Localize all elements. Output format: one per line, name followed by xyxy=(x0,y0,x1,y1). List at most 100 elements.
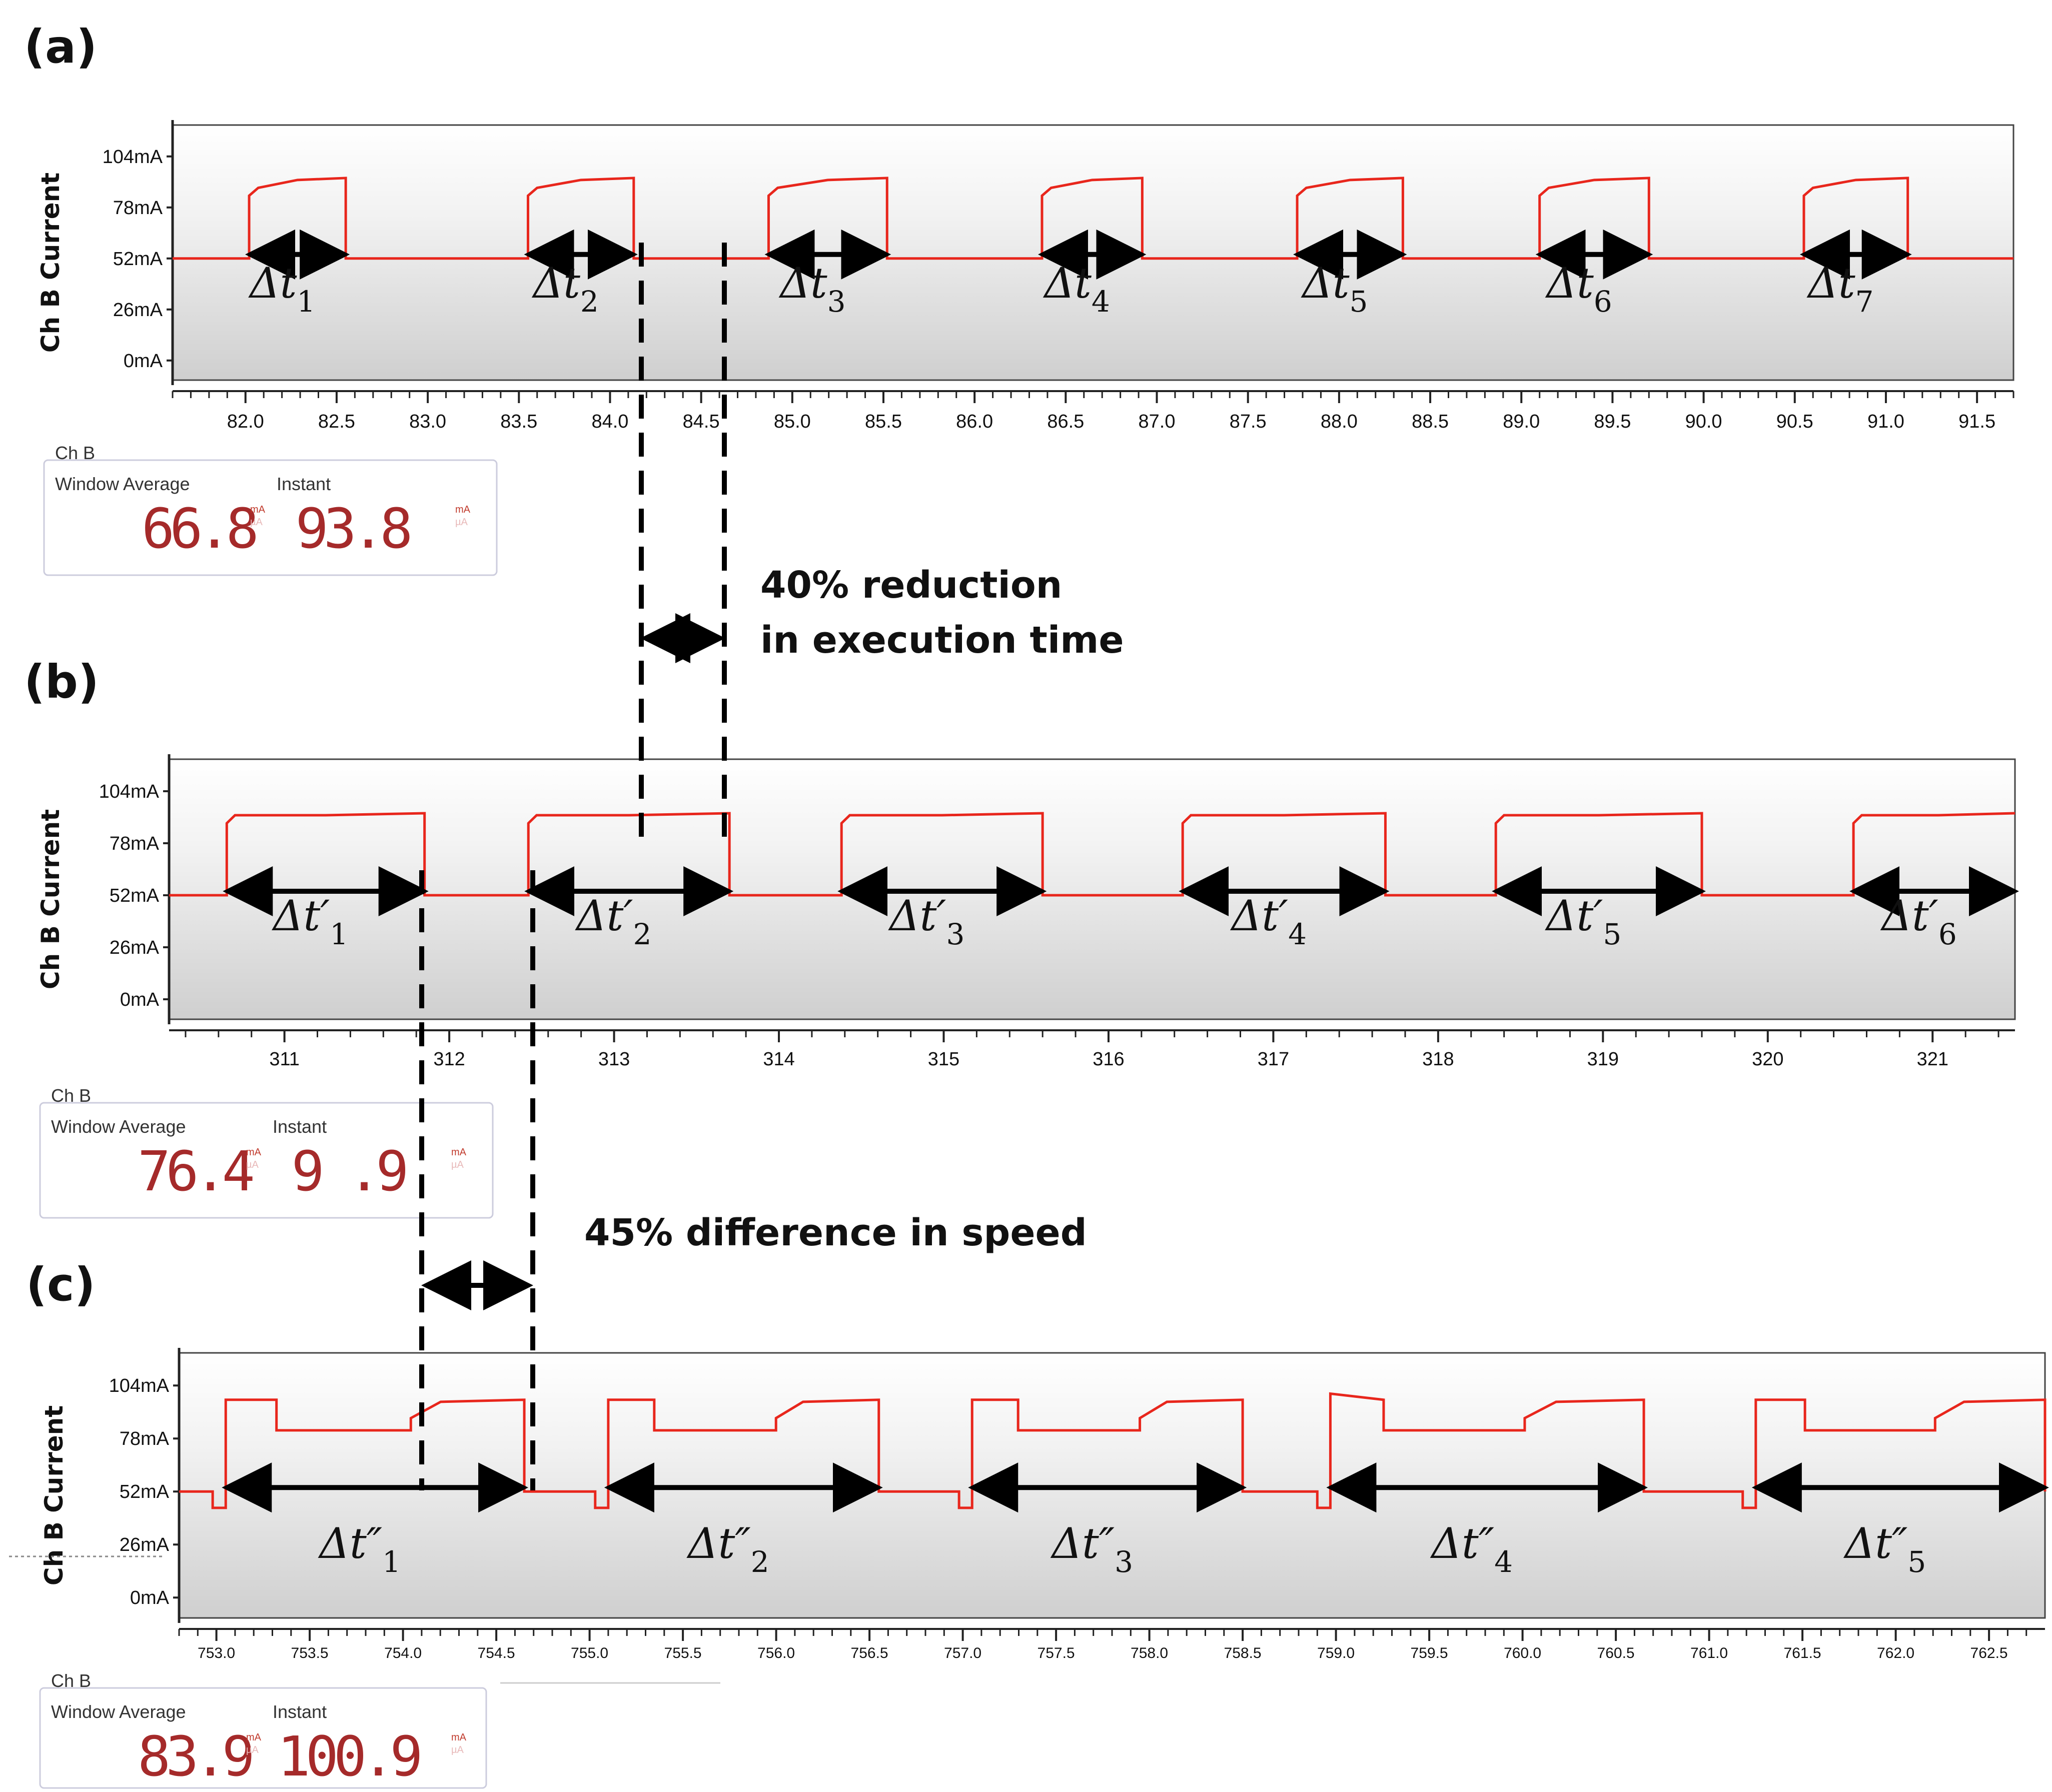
x-tick-label: 321 xyxy=(1917,1049,1948,1070)
duration-label: Δt″5 xyxy=(1843,1519,1926,1579)
y-axis-title: Ch B Current xyxy=(40,1405,69,1585)
y-tick-label: 26mA xyxy=(113,300,163,321)
x-tick-label: 761.0 xyxy=(1690,1645,1728,1661)
x-tick-label: 87.0 xyxy=(1139,411,1176,432)
x-tick-label: 313 xyxy=(598,1049,630,1070)
x-tick-label: 83.0 xyxy=(409,411,446,432)
x-tick-label: 88.0 xyxy=(1321,411,1358,432)
x-tick-label: 87.5 xyxy=(1230,411,1267,432)
meter-avg-label: Window Average xyxy=(51,1701,186,1722)
duration-label-index: 5 xyxy=(1603,917,1621,951)
panel-a-letter: (a) xyxy=(24,20,97,74)
reduction-text-line1: 40% reduction xyxy=(760,564,1062,607)
duration-label: Δt3 xyxy=(778,259,845,319)
y-tick-label: 0mA xyxy=(120,989,160,1010)
x-tick-label: 83.5 xyxy=(500,411,537,432)
x-tick-label: 84.5 xyxy=(683,411,720,432)
current-trace xyxy=(179,1392,2046,1509)
duration-label-index: 3 xyxy=(946,917,964,951)
duration-label-symbol: Δt xyxy=(1043,259,1092,308)
meter-inst-unit: mA xyxy=(455,504,471,515)
meter-inst-unit: mA xyxy=(451,1147,467,1158)
duration-label-index: 2 xyxy=(633,917,652,951)
meter-avg-label: Window Average xyxy=(55,474,190,494)
x-tick-label: 762.0 xyxy=(1877,1645,1914,1661)
meter-inst-value: 9 .9 xyxy=(292,1139,406,1203)
meter-avg-unit-faint: µA xyxy=(246,1159,259,1170)
duration-label-index: 3 xyxy=(1115,1545,1133,1579)
meter-avg-unit: mA xyxy=(250,504,266,515)
duration-label-symbol: Δt″ xyxy=(686,1519,751,1568)
x-tick-label: 319 xyxy=(1587,1049,1619,1070)
x-tick-label: 311 xyxy=(269,1049,300,1070)
x-tick-label: 315 xyxy=(928,1049,959,1070)
x-tick-label: 756.5 xyxy=(851,1645,888,1661)
x-tick-label: 314 xyxy=(763,1049,794,1070)
speed-difference-text: 45% difference in speed xyxy=(584,1211,1087,1254)
x-tick-label: 85.5 xyxy=(865,411,902,432)
duration-label-symbol: Δt xyxy=(1545,259,1594,308)
duration-label-symbol: Δt xyxy=(248,259,297,308)
x-tick-label: 756.0 xyxy=(757,1645,795,1661)
meter-inst-unit: mA xyxy=(451,1732,467,1743)
x-tick-label: 86.5 xyxy=(1047,411,1084,432)
x-tick-label: 759.5 xyxy=(1411,1645,1448,1661)
duration-label-index: 4 xyxy=(1092,285,1110,319)
duration-label: Δt′2 xyxy=(575,891,651,951)
duration-label-index: 1 xyxy=(382,1545,401,1579)
meter-avg-label: Window Average xyxy=(51,1116,186,1137)
x-tick-label: 755.5 xyxy=(664,1645,702,1661)
x-tick-label: 82.0 xyxy=(227,411,264,432)
duration-label: Δt2 xyxy=(531,259,598,319)
x-tick-label: 89.0 xyxy=(1503,411,1540,432)
y-tick-label: 52mA xyxy=(110,885,160,906)
y-tick-label: 0mA xyxy=(124,351,163,372)
meter-channel: Ch B xyxy=(55,443,95,463)
duration-label-symbol: Δt″ xyxy=(1843,1519,1908,1568)
x-tick-label: 86.0 xyxy=(956,411,993,432)
duration-label-index: 2 xyxy=(751,1545,769,1579)
x-tick-label: 758.0 xyxy=(1131,1645,1168,1661)
duration-label-symbol: Δt″ xyxy=(1430,1519,1494,1568)
y-tick-label: 26mA xyxy=(120,1534,170,1555)
x-tick-label: 316 xyxy=(1093,1049,1124,1070)
y-axis-title: Ch B Current xyxy=(36,173,65,353)
duration-label-symbol: Δt′ xyxy=(575,891,633,940)
x-tick-label: 89.5 xyxy=(1594,411,1631,432)
duration-label-index: 6 xyxy=(1594,285,1612,319)
x-tick-label: 754.5 xyxy=(478,1645,515,1661)
plot-area xyxy=(168,758,2016,1020)
x-tick-label: 758.5 xyxy=(1224,1645,1262,1661)
meter-inst-unit-faint: µA xyxy=(455,517,468,528)
x-tick-label: 90.5 xyxy=(1776,411,1813,432)
meter-avg-unit-faint: µA xyxy=(246,1744,259,1755)
meter-avg-unit: mA xyxy=(246,1147,262,1158)
meter-inst-unit-faint: µA xyxy=(451,1744,464,1755)
x-tick-label: 759.0 xyxy=(1317,1645,1355,1661)
y-tick-label: 104mA xyxy=(103,147,163,168)
meter-box xyxy=(39,1102,494,1219)
duration-label-symbol: Δt′ xyxy=(1545,891,1603,940)
duration-label-symbol: Δt″ xyxy=(318,1519,382,1568)
x-tick-label: 85.0 xyxy=(774,411,811,432)
meter-avg-unit-faint: µA xyxy=(250,517,263,528)
meter-inst-value: 93.8 xyxy=(296,497,410,561)
duration-label: Δt1 xyxy=(248,259,315,319)
x-tick-label: 757.0 xyxy=(944,1645,981,1661)
duration-label-index: 5 xyxy=(1907,1545,1926,1579)
duration-label-symbol: Δt′ xyxy=(888,891,946,940)
duration-label-index: 5 xyxy=(1350,285,1368,319)
meter-avg-unit: mA xyxy=(246,1732,262,1743)
duration-label-symbol: Δt xyxy=(531,259,580,308)
panel-b-letter: (b) xyxy=(24,655,99,709)
x-tick-label: 91.5 xyxy=(1958,411,1995,432)
duration-label-symbol: Δt′ xyxy=(1880,891,1938,940)
y-tick-label: 78mA xyxy=(113,198,163,219)
duration-label: Δt″1 xyxy=(318,1519,401,1579)
meter-box xyxy=(39,1687,487,1789)
y-tick-label: 52mA xyxy=(120,1481,170,1502)
y-tick-label: 26mA xyxy=(110,937,160,958)
x-tick-label: 317 xyxy=(1258,1049,1289,1070)
duration-label-symbol: Δt′ xyxy=(272,891,330,940)
